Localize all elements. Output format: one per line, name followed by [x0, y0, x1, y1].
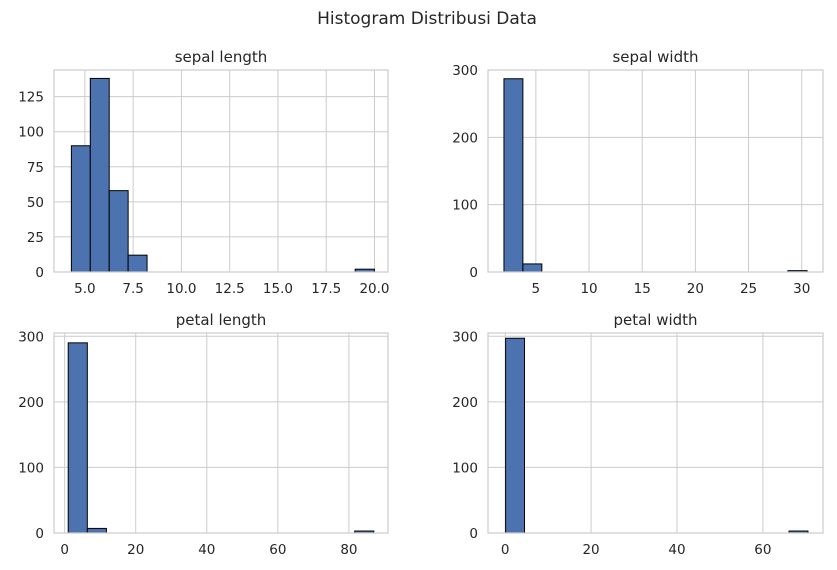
sepal-length-histogram-bar: [127, 254, 148, 273]
petal-width-x-tick-label: 0: [501, 542, 510, 558]
petal-length-y-tick-label: 200: [18, 395, 44, 411]
petal-length-x-tick-label: 20: [127, 542, 144, 558]
petal-width-x-tick-label: 40: [668, 542, 685, 558]
petal-length-plot-area: [54, 333, 388, 533]
sepal-length-histogram-bar: [70, 145, 91, 273]
figure-title: Histogram Distribusi Data: [317, 9, 537, 29]
petal-length-x-tick-label: 80: [340, 542, 357, 558]
petal-length-x-tick-label: 40: [198, 542, 215, 558]
petal-length-x-tick-label: 60: [269, 542, 286, 558]
petal-length-histogram-bar: [67, 342, 88, 534]
sepal-length-x-tick-label: 5.0: [74, 281, 95, 297]
sepal-length-y-tick-label: 0: [35, 265, 44, 281]
sepal-width-x-tick-label: 20: [687, 281, 704, 297]
sepal-length-x-tick-label: 20.0: [359, 281, 389, 297]
petal-length-subplot-title: petal length: [176, 311, 267, 329]
sepal-length-x-tick-label: 12.5: [215, 281, 245, 297]
petal-width-x-tick-label: 20: [582, 542, 599, 558]
sepal-length-y-tick-label: 125: [18, 90, 44, 106]
petal-width-subplot-title: petal width: [613, 311, 697, 329]
petal-width-y-tick-label: 200: [452, 395, 478, 411]
sepal-width-y-tick-label: 100: [452, 198, 478, 214]
sepal-width-x-tick-label: 10: [580, 281, 597, 297]
petal-length-y-tick-label: 300: [18, 329, 44, 345]
sepal-width-histogram-bar: [522, 263, 543, 273]
sepal-length-subplot-title: sepal length: [175, 48, 268, 66]
subplot-grid: 5.0 7.5 10.0 12.5 15.0 17.5 20.00255075100125s…: [18, 48, 824, 558]
sepal-width-y-tick-label: 0: [469, 265, 478, 281]
petal-width-y-tick-label: 0: [469, 526, 478, 542]
sepal-width-y-tick-label: 300: [452, 63, 478, 79]
petal-width-histogram-bar: [505, 337, 526, 534]
sepal-length-y-tick-label: 50: [27, 195, 44, 211]
sepal-width-axes-frame: [487, 69, 824, 273]
sepal-width-x-tick-label: 5: [532, 281, 541, 297]
sepal-length-x-tick-label: 17.5: [311, 281, 341, 297]
petal-width-y-tick-label: 300: [452, 329, 478, 345]
sepal-length-x-tick-label: 15.0: [263, 281, 293, 297]
sepal-length-histogram-bar: [89, 77, 110, 273]
petal-length-axes-frame: [53, 332, 389, 534]
sepal-width-x-tick-label: 30: [793, 281, 810, 297]
sepal-length-x-tick-label: 10.0: [166, 281, 196, 297]
sepal-length-y-tick-label: 100: [18, 125, 44, 141]
sepal-width-subplot-title: sepal width: [612, 48, 698, 66]
sepal-length-x-tick-label: 7.5: [122, 281, 143, 297]
sepal-length-y-tick-label: 25: [27, 230, 44, 246]
sepal-width-y-tick-label: 200: [452, 130, 478, 146]
sepal-width-plot-area: [488, 70, 823, 272]
sepal-length-axes-frame: [53, 69, 389, 273]
sepal-length-y-tick-label: 75: [27, 160, 44, 176]
petal-width-y-tick-label: 100: [452, 460, 478, 476]
subplot-sepal-length: 5.0 7.5 10.0 12.5 15.0 17.5 20.0 0 25 50 75 100 125 s…: [18, 48, 389, 297]
subplot-petal-length: 0 20 40 60 80 0 100 200 300 petal length: [18, 311, 389, 558]
subplot-petal-width: 0 20 40 60 0 100 200 300 petal width: [452, 311, 824, 558]
sepal-length-histogram-bar: [108, 190, 129, 273]
petal-width-plot-area: [488, 333, 823, 533]
sepal-width-x-tick-label: 15: [634, 281, 651, 297]
petal-length-y-tick-label: 100: [18, 460, 44, 476]
petal-length-y-tick-label: 0: [35, 526, 44, 542]
petal-width-x-tick-label: 60: [754, 542, 771, 558]
petal-length-x-tick-label: 0: [60, 542, 69, 558]
petal-length-histogram-bar: [86, 527, 107, 534]
sepal-width-x-tick-label: 25: [740, 281, 757, 297]
petal-width-axes-frame: [487, 332, 824, 534]
sepal-width-histogram-bar: [503, 78, 524, 273]
